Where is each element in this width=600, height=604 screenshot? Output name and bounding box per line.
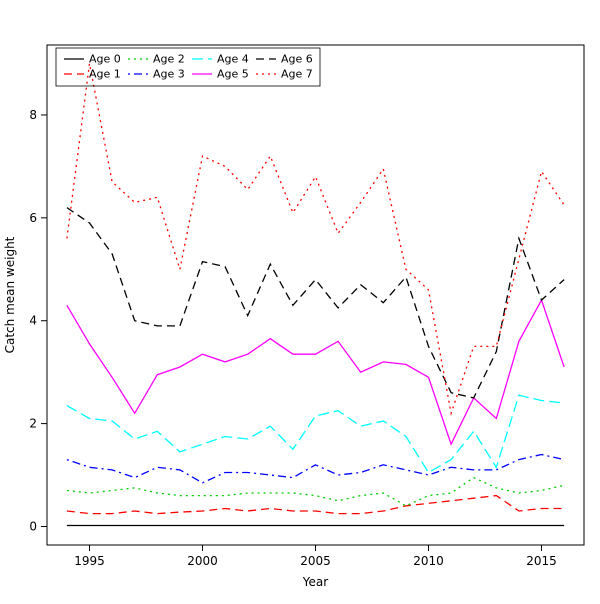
- series-line-age-1: [66, 494, 565, 515]
- legend-label-age-0: Age 0: [89, 53, 121, 66]
- series-line-age-2: [66, 476, 565, 507]
- legend-label-age-6: Age 6: [281, 53, 313, 66]
- x-axis-title: Year: [302, 575, 328, 589]
- legend-label-age-7: Age 7: [281, 68, 313, 81]
- legend-label-age-5: Age 5: [217, 68, 249, 81]
- x-axis-tick-label: 2015: [526, 554, 557, 568]
- series-line-age-7: [66, 63, 565, 416]
- y-axis-title: Catch mean weight: [3, 236, 17, 353]
- y-axis-tick-label: 0: [29, 519, 37, 533]
- legend-label-age-4: Age 4: [217, 53, 249, 66]
- y-axis-tick-label: 4: [29, 314, 37, 328]
- series-line-age-6: [66, 207, 565, 399]
- y-axis-tick-label: 2: [29, 417, 37, 431]
- series-line-age-4: [66, 394, 565, 474]
- series-line-age-5: [66, 298, 565, 446]
- legend-label-age-2: Age 2: [153, 53, 185, 66]
- y-axis-tick-label: 8: [29, 108, 37, 122]
- x-axis-tick-label: 2010: [413, 554, 444, 568]
- series-line-age-3: [66, 453, 565, 484]
- plot-box: [46, 44, 585, 546]
- x-axis-tick-label: 1995: [74, 554, 105, 568]
- x-axis-tick-label: 2000: [187, 554, 218, 568]
- legend-label-age-1: Age 1: [89, 68, 121, 81]
- x-axis-tick-label: 2005: [300, 554, 331, 568]
- y-axis-tick-label: 6: [29, 211, 37, 225]
- legend-label-age-3: Age 3: [153, 68, 185, 81]
- legend-box: [55, 47, 321, 87]
